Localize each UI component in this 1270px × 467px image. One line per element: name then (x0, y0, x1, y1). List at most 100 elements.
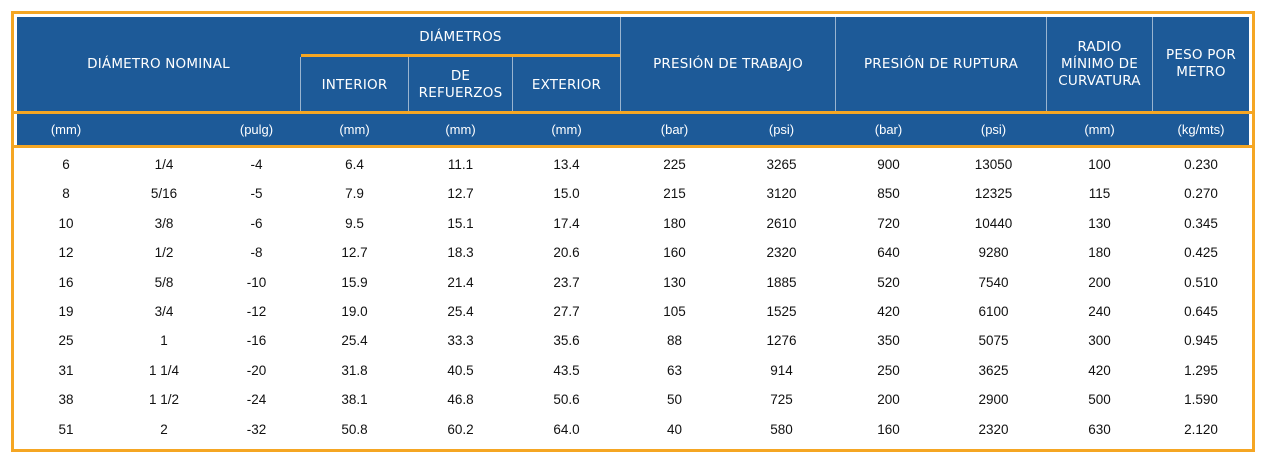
unit-label: (mm) (1084, 122, 1115, 137)
header-divider (300, 57, 301, 111)
header-radio-line1: RADIO (1077, 38, 1122, 55)
units-row: (mm) (pulg) (mm) (mm) (mm) (bar) (psi) (bar) (ps… (17, 114, 1249, 145)
header-radio-line3: CURVATURA (1058, 72, 1141, 89)
header-refuerzos: DE REFUERZOS (409, 59, 512, 111)
table-cell: 580 (770, 421, 793, 437)
table-cell: 2320 (978, 421, 1009, 437)
table-row: 51 2 -32 50.8 60.2 64.0 40 580 160 2320 630 2.120 (14, 416, 1252, 443)
table-cell: 1885 (766, 274, 797, 290)
table-cell: 200 (877, 392, 900, 408)
table-cell: 12 (58, 245, 74, 261)
table-cell: 160 (877, 421, 900, 437)
table-cell: 17.4 (553, 215, 580, 231)
table-cell: 9280 (978, 245, 1009, 261)
table-cell: 180 (1088, 245, 1111, 261)
unit-label: (psi) (768, 122, 795, 137)
table-cell: 1276 (766, 333, 797, 349)
table-cell: 40.5 (447, 362, 474, 378)
table-cell: 9.5 (345, 215, 364, 231)
unit-label: (psi) (980, 122, 1007, 137)
table-cell: 520 (877, 274, 900, 290)
table-cell: 13.4 (553, 157, 580, 172)
table-cell: 2 (160, 421, 168, 437)
table-cell: 160 (663, 245, 686, 261)
table-cell: 5075 (978, 333, 1009, 349)
table-cell: 2610 (766, 215, 797, 231)
table-cell: 350 (877, 333, 900, 349)
header-trabajo: PRESIÓN DE TRABAJO (653, 55, 803, 72)
table-cell: 25 (58, 333, 74, 349)
table-cell: 50 (666, 392, 683, 408)
header-diametros: DIÁMETROS (419, 28, 502, 45)
table-row: 25 1 -16 25.4 33.3 35.6 88 1276 350 5075 300 0.945 (14, 327, 1252, 354)
table-cell: 215 (663, 186, 686, 202)
table-cell: 43.5 (553, 362, 580, 378)
units-separator (14, 145, 1252, 148)
header-refuerzos-line2: REFUERZOS (418, 85, 503, 101)
header-interior: INTERIOR (321, 76, 388, 93)
table-cell: 0.425 (1184, 245, 1218, 261)
table-cell: 23.7 (553, 274, 580, 290)
table-cell: 8 (62, 186, 70, 202)
table-cell: 38 (58, 392, 74, 408)
table-cell: 1/4 (154, 157, 174, 172)
table-cell: 35.6 (553, 333, 580, 349)
table-cell: 0.645 (1184, 304, 1218, 319)
table-cell: -8 (250, 245, 263, 261)
table-cell: 100 (1088, 157, 1111, 172)
table-cell: 1.590 (1184, 392, 1218, 408)
table-cell: 225 (663, 157, 686, 172)
header-divider (835, 17, 836, 111)
table-cell: 640 (877, 245, 900, 261)
table-row: 38 1 1/2 -24 38.1 46.8 50.6 50 725 200 2900 500 1.5… (14, 386, 1252, 413)
header-divider (408, 57, 409, 111)
table-cell: 88 (666, 333, 683, 349)
table-cell: 15.0 (553, 186, 580, 202)
table-cell: 15.1 (447, 215, 474, 231)
table-cell: 900 (877, 157, 900, 172)
table-cell: 200 (1088, 274, 1111, 290)
header-peso: PESO POR METRO (1153, 17, 1249, 111)
table-cell: -24 (246, 392, 267, 408)
table-row: 16 5/8 -10 15.9 21.4 23.7 130 1885 520 7540 200 0.5… (14, 269, 1252, 296)
table-cell: 16 (58, 274, 74, 290)
table-cell: 5/8 (154, 274, 174, 290)
table-row: 10 3/8 -6 9.5 15.1 17.4 180 2610 720 10440 130 0.34… (14, 210, 1252, 237)
unit-label: (bar) (660, 122, 689, 137)
table-cell: 300 (1088, 333, 1111, 349)
table-cell: 130 (663, 274, 686, 290)
table-cell: -20 (246, 362, 267, 378)
table-cell: 0.510 (1184, 274, 1218, 290)
table-cell: 0.945 (1184, 333, 1218, 349)
table-cell: 51 (58, 421, 74, 437)
header-nominal: DIÁMETRO NOMINAL (87, 55, 230, 72)
table-cell: 6 (62, 157, 70, 172)
unit-label: (bar) (874, 122, 903, 137)
table-cell: 13050 (974, 157, 1013, 172)
table-cell: 64.0 (553, 421, 580, 437)
unit-label: (mm) (551, 122, 582, 137)
table-cell: 420 (1088, 362, 1111, 378)
header-divider (1046, 17, 1047, 111)
table-cell: 19 (58, 304, 74, 319)
table-cell: 2900 (978, 392, 1009, 408)
header-peso-line2: METRO (1176, 64, 1226, 80)
table-cell: -10 (246, 274, 267, 290)
table-cell: 27.7 (553, 304, 580, 319)
table-cell: 46.8 (447, 392, 474, 408)
table-cell: 250 (877, 362, 900, 378)
table-cell: 1.295 (1184, 362, 1218, 378)
table-cell: 19.0 (341, 304, 368, 319)
table-cell: 850 (877, 186, 900, 202)
table-cell: 63 (666, 362, 683, 378)
table-cell: 2.120 (1184, 421, 1218, 437)
table-row: 12 1/2 -8 12.7 18.3 20.6 160 2320 640 9280 180 0.42… (14, 239, 1252, 266)
header-refuerzos-line1: DE (450, 68, 471, 84)
table-cell: 1 1/2 (148, 392, 180, 408)
table-cell: 3120 (766, 186, 797, 202)
table-row: 19 3/4 -12 19.0 25.4 27.7 105 1525 420 6100 240 0.6… (14, 298, 1252, 325)
table-cell: 15.9 (341, 274, 368, 290)
table-cell: 7.9 (345, 186, 364, 202)
table-cell: 21.4 (447, 274, 474, 290)
table-cell: 33.3 (447, 333, 474, 349)
